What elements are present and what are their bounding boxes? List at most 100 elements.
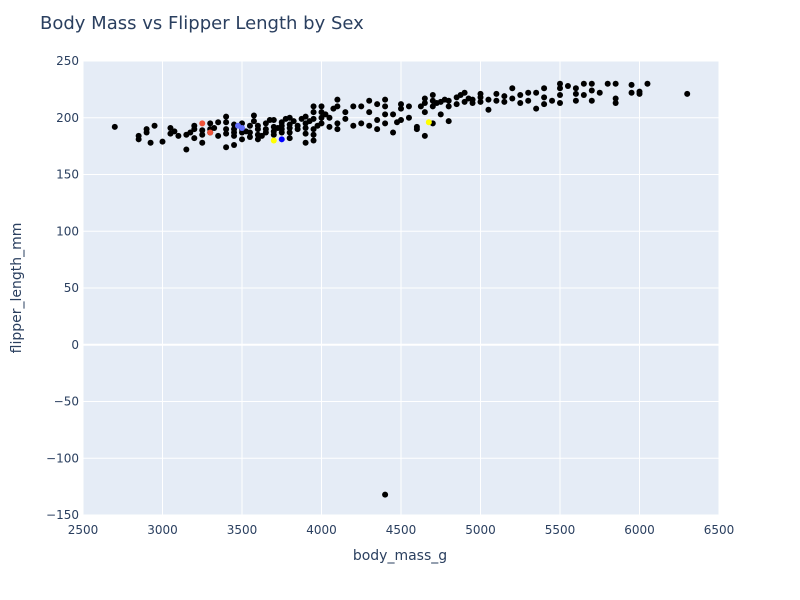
- scatter-point: [223, 113, 230, 120]
- x-axis-title: body_mass_g: [353, 548, 447, 564]
- scatter-point: [334, 126, 341, 133]
- scatter-point: [246, 134, 253, 141]
- scatter-point: [533, 89, 540, 96]
- scatter-point: [342, 109, 349, 116]
- scatter-point: [318, 114, 325, 121]
- scatter-point: [390, 111, 397, 118]
- scatter-point: [286, 129, 293, 136]
- scatter-point: [417, 103, 424, 110]
- scatter-point: [517, 99, 524, 106]
- x-tick-label: 3000: [147, 523, 178, 537]
- scatter-point: [231, 141, 238, 148]
- scatter-point: [461, 98, 468, 105]
- scatter-point: [246, 122, 253, 129]
- scatter-point: [223, 144, 230, 151]
- y-tick-label: 100: [56, 224, 79, 238]
- scatter-point: [318, 120, 325, 127]
- scatter-point: [525, 97, 532, 104]
- scatter-point: [239, 124, 245, 131]
- scatter-point: [159, 138, 166, 145]
- scatter-point: [429, 92, 436, 99]
- scatter-point: [437, 111, 444, 118]
- scatter-point: [135, 132, 142, 139]
- scatter-point: [509, 85, 516, 92]
- scatter-point: [398, 117, 404, 124]
- scatter-point: [322, 111, 329, 118]
- x-tick-label: 6500: [704, 523, 735, 537]
- scatter-point: [461, 89, 468, 96]
- scatter-point: [342, 115, 349, 122]
- scatter-point: [604, 80, 611, 87]
- scatter-point: [199, 120, 206, 127]
- scatter-point: [541, 94, 548, 101]
- scatter-point: [533, 105, 540, 112]
- scatter-point: [493, 90, 500, 97]
- scatter-point: [254, 136, 261, 143]
- scatter-point: [382, 120, 389, 127]
- scatter-point: [358, 103, 365, 110]
- scatter-point: [541, 85, 548, 92]
- scatter-point: [147, 139, 154, 146]
- scatter-point: [254, 122, 261, 129]
- scatter-point: [262, 120, 269, 127]
- scatter-point: [294, 122, 301, 129]
- scatter-point: [398, 105, 404, 112]
- y-axis-title: flipper_length_mm: [9, 223, 25, 354]
- scatter-point: [318, 103, 325, 110]
- scatter-point: [501, 93, 508, 100]
- scatter-point: [175, 132, 182, 139]
- scatter-point: [612, 80, 619, 87]
- scatter-point: [557, 99, 563, 106]
- scatter-point: [588, 97, 595, 104]
- scatter-point: [207, 120, 214, 127]
- y-tick-label: 250: [56, 54, 79, 68]
- scatter-point: [580, 92, 587, 99]
- scatter-point: [350, 103, 357, 110]
- scatter-point: [211, 124, 218, 131]
- scatter-point: [557, 85, 563, 92]
- scatter-point: [183, 146, 190, 153]
- y-tick-labels: −150 −100 −50 0 50 100 150 200 250: [46, 54, 79, 522]
- scatter-point: [612, 95, 619, 102]
- scatter-point: [350, 122, 357, 129]
- scatter-point: [334, 120, 341, 127]
- scatter-point: [223, 126, 230, 133]
- scatter-point: [549, 97, 556, 104]
- scatter-point: [334, 96, 341, 103]
- chart-title: Body Mass vs Flipper Length by Sex: [40, 13, 364, 34]
- scatter-point: [493, 97, 500, 104]
- y-tick-label: 50: [64, 281, 79, 295]
- scatter-point: [302, 139, 309, 146]
- scatter-point: [171, 128, 178, 135]
- x-tick-label: 5000: [465, 523, 496, 537]
- y-tick-label: 150: [56, 168, 79, 182]
- scatter-point: [517, 92, 524, 99]
- scatter-point: [453, 101, 460, 108]
- scatter-point: [250, 112, 257, 119]
- scatter-point: [187, 129, 194, 136]
- scatter-point: [374, 117, 381, 124]
- scatter-point: [199, 127, 206, 134]
- scatter-point: [310, 126, 317, 133]
- scatter-point: [421, 95, 428, 102]
- scatter-point: [413, 123, 420, 130]
- y-tick-label: −150: [46, 508, 79, 522]
- x-tick-labels: 2500 3000 3500 4000 4500 5000 5500 6000 6500: [68, 523, 735, 537]
- scatter-point: [588, 80, 595, 87]
- x-tick-label: 6000: [624, 523, 655, 537]
- x-tick-label: 3500: [227, 523, 258, 537]
- x-tick-label: 2500: [68, 523, 99, 537]
- scatter-point: [572, 90, 579, 97]
- scatter-point: [572, 85, 579, 92]
- scatter-point: [270, 117, 277, 124]
- scatter-point: [223, 130, 230, 137]
- scatter-point: [557, 80, 563, 87]
- scatter-point: [477, 98, 484, 105]
- scatter-point: [143, 126, 150, 133]
- scatter-point: [525, 89, 532, 96]
- scatter-point: [588, 87, 595, 94]
- scatter-point: [215, 119, 222, 126]
- y-tick-label: −50: [54, 395, 79, 409]
- scatter-point: [382, 96, 389, 103]
- scatter-point: [302, 130, 309, 137]
